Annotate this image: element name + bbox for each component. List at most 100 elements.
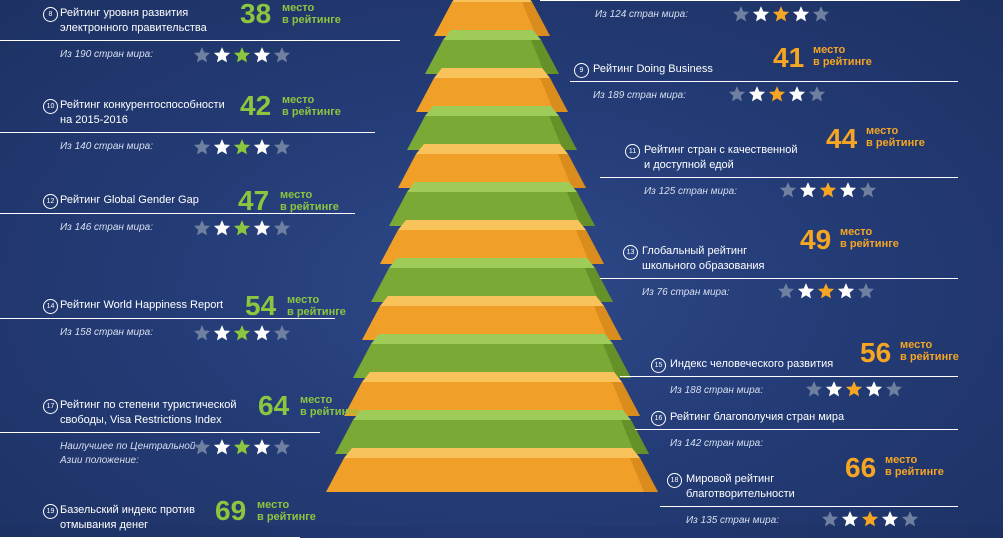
rating-divider bbox=[0, 132, 375, 133]
pyramid-tier-shade bbox=[549, 116, 577, 150]
star-icon bbox=[213, 138, 231, 156]
pyramid-tier-top bbox=[416, 144, 568, 154]
rating-number-badge: 15 bbox=[651, 358, 666, 373]
pyramid-tier-face bbox=[326, 458, 658, 492]
star-highlight-icon bbox=[861, 510, 879, 528]
pyramid-tier-face bbox=[434, 2, 550, 36]
pyramid-tier-shade bbox=[567, 192, 595, 226]
pyramid-tier-top bbox=[353, 410, 631, 420]
rating-number-badge: 14 bbox=[43, 299, 58, 314]
pyramid-tier-face bbox=[398, 154, 586, 188]
rating-subtitle: Из 146 стран мира: bbox=[60, 222, 153, 233]
pyramid-tier-top bbox=[407, 182, 577, 192]
star-dim-icon bbox=[857, 282, 875, 300]
rating-place-number: 47 bbox=[238, 185, 270, 216]
rating-title: Базельский индекс против отмывания денег bbox=[60, 504, 195, 531]
rating-divider bbox=[540, 0, 960, 1]
pyramid-tier-shade bbox=[576, 230, 604, 264]
star-highlight-icon bbox=[233, 324, 251, 342]
rating-subtitle: Из 76 стран мира: bbox=[642, 287, 730, 298]
star-icon bbox=[213, 438, 231, 456]
pyramid-tier-face bbox=[335, 420, 649, 454]
star-icon bbox=[752, 5, 770, 23]
rating-place-label: место в рейтинге bbox=[282, 94, 341, 118]
rating-stars bbox=[193, 324, 293, 342]
star-icon bbox=[799, 181, 817, 199]
rating-stars bbox=[193, 138, 293, 156]
rating-subtitle: Из 189 стран мира: bbox=[593, 90, 686, 101]
pyramid-tier-face bbox=[344, 382, 640, 416]
pyramid-tier-face bbox=[389, 192, 595, 226]
star-dim-icon bbox=[812, 5, 830, 23]
star-icon bbox=[213, 219, 231, 237]
pyramid-tier-top bbox=[398, 220, 586, 230]
pyramid-tier-top bbox=[452, 0, 532, 2]
rating-place-number: 42 bbox=[240, 90, 272, 121]
star-dim-icon bbox=[732, 5, 750, 23]
pyramid-tier-top bbox=[371, 334, 613, 344]
pyramid-graphic bbox=[326, 0, 658, 492]
rating-title: Рейтинг уровня развития электронного прав… bbox=[60, 7, 207, 34]
rating-divider bbox=[620, 376, 958, 377]
pyramid-tier-shade bbox=[540, 78, 568, 112]
rating-subtitle: Из 158 стран мира: bbox=[60, 327, 153, 338]
rating-subtitle: Из 140 стран мира: bbox=[60, 141, 153, 152]
star-icon bbox=[788, 85, 806, 103]
rating-title: Рейтинг по степени туристической свободы,… bbox=[60, 399, 237, 426]
star-icon bbox=[837, 282, 855, 300]
rating-number-badge: 19 bbox=[43, 504, 58, 519]
rating-divider bbox=[600, 278, 958, 279]
star-highlight-icon bbox=[845, 380, 863, 398]
rating-place-label: место в рейтинге bbox=[280, 189, 339, 213]
rating-subtitle: Из 124 стран мира: bbox=[595, 9, 688, 20]
star-dim-icon bbox=[728, 85, 746, 103]
star-dim-icon bbox=[885, 380, 903, 398]
star-dim-icon bbox=[193, 219, 211, 237]
rating-stars bbox=[821, 510, 921, 528]
rating-title: Рейтинг World Happiness Report bbox=[60, 299, 224, 311]
rating-number-badge: 11 bbox=[625, 144, 640, 159]
pyramid-tier-top bbox=[434, 68, 550, 78]
pyramid-tier-shade bbox=[612, 382, 640, 416]
rating-place-label: место в рейтинге bbox=[813, 44, 872, 68]
rating-place-number: 66 bbox=[845, 452, 877, 483]
star-icon bbox=[797, 282, 815, 300]
star-dim-icon bbox=[193, 138, 211, 156]
pyramid-tier-face bbox=[362, 306, 622, 340]
rating-number-badge: 17 bbox=[43, 399, 58, 414]
rating-number-badge: 12 bbox=[43, 194, 58, 209]
rating-number-badge: 18 bbox=[667, 473, 682, 488]
star-dim-icon bbox=[859, 181, 877, 199]
rating-divider bbox=[635, 429, 958, 430]
rating-stars bbox=[732, 5, 832, 23]
rating-place-label: место в рейтинге bbox=[257, 499, 316, 523]
rating-title: Рейтинг конкурентоспособности на 2015-201… bbox=[60, 99, 225, 126]
star-icon bbox=[825, 380, 843, 398]
pyramid-tier-shade bbox=[594, 306, 622, 340]
star-dim-icon bbox=[273, 438, 291, 456]
rating-divider bbox=[660, 506, 958, 507]
rating-title: Рейтинг благополучия стран мира bbox=[670, 411, 845, 423]
pyramid-tier-top bbox=[362, 372, 622, 382]
star-dim-icon bbox=[193, 46, 211, 64]
star-highlight-icon bbox=[817, 282, 835, 300]
rating-place-number: 41 bbox=[773, 42, 805, 73]
rating-stars bbox=[193, 438, 293, 456]
star-dim-icon bbox=[821, 510, 839, 528]
star-icon bbox=[253, 438, 271, 456]
star-dim-icon bbox=[777, 282, 795, 300]
pyramid-tier-face bbox=[425, 40, 559, 74]
rating-divider bbox=[0, 213, 355, 214]
pyramid-tier-shade bbox=[558, 154, 586, 188]
rating-subtitle: Из 125 стран мира: bbox=[644, 186, 737, 197]
rating-place-label: место в рейтинге bbox=[885, 454, 944, 478]
rating-title: Глобальный рейтинг школьного образования bbox=[642, 245, 765, 272]
star-icon bbox=[213, 46, 231, 64]
pyramid-tier-shade bbox=[630, 458, 658, 492]
rating-title: Рейтинг Global Gender Gap bbox=[60, 194, 199, 206]
pyramid-tier-top bbox=[425, 106, 559, 116]
rating-place-label: место в рейтинге bbox=[287, 294, 346, 318]
rating-number-badge: 9 bbox=[574, 63, 589, 78]
pyramid-tier-top bbox=[344, 448, 640, 458]
rating-divider bbox=[600, 177, 958, 178]
